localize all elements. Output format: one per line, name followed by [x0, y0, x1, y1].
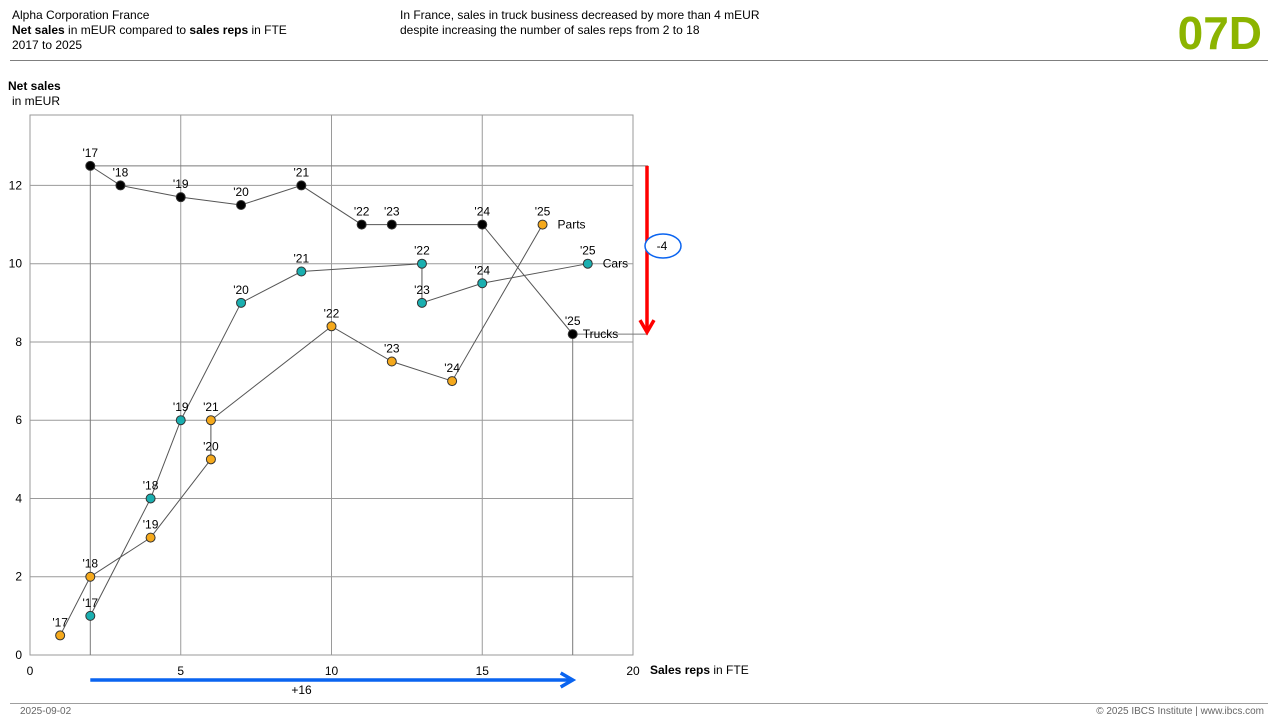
company-name: Alpha Corporation France — [12, 8, 150, 22]
trucks-series-label: Trucks — [583, 327, 619, 341]
x-tick-label: 15 — [476, 664, 490, 678]
parts-year-label: '18 — [82, 557, 98, 571]
cars-point — [582, 258, 593, 269]
parts-year-label: '19 — [143, 518, 159, 532]
page-code: 07D — [1177, 7, 1262, 59]
footer-date: 2025-09-02 — [20, 706, 72, 717]
cars-point — [296, 266, 307, 277]
parts-year-label: '25 — [535, 205, 551, 219]
trucks-point — [85, 160, 96, 171]
period: 2017 to 2025 — [12, 38, 83, 52]
chart-header: Alpha Corporation France Net sales in mE… — [12, 8, 287, 53]
y-tick-label: 4 — [15, 491, 22, 505]
trucks-year-label: '24 — [474, 205, 490, 219]
cars-year-label: '25 — [580, 244, 596, 258]
parts-point — [205, 415, 216, 426]
trucks-point — [115, 180, 126, 191]
cars-point — [85, 610, 96, 621]
x-axis-label-bold: Sales reps — [650, 663, 710, 677]
trucks-year-label: '23 — [384, 205, 400, 219]
x-tick-label: 5 — [177, 664, 184, 678]
cars-year-label: '24 — [474, 263, 490, 277]
x-axis-title: Sales reps in FTE — [650, 663, 749, 677]
trucks-point — [175, 192, 186, 203]
header-divider — [10, 60, 1268, 61]
trucks-point — [477, 219, 488, 230]
measure-line: Net sales in mEUR compared to sales reps… — [12, 23, 287, 38]
x-axis-unit: in FTE — [710, 663, 749, 677]
footer-divider — [10, 703, 1268, 704]
footer-copyright: © 2025 IBCS Institute | www.ibcs.com — [1096, 706, 1264, 717]
y-tick-label: 6 — [15, 413, 22, 427]
measure-bold: Net sales — [12, 23, 65, 37]
parts-line — [59, 224, 543, 636]
trucks-year-label: '22 — [354, 205, 370, 219]
y-tick-label: 8 — [15, 335, 22, 349]
parts-year-label: '23 — [384, 342, 400, 356]
y-tick-label: 12 — [9, 178, 23, 192]
trucks-point — [356, 219, 367, 230]
parts-year-label: '20 — [203, 439, 219, 453]
x-tick-label: 0 — [27, 664, 34, 678]
parts-series-label: Parts — [558, 218, 586, 232]
y-axis-title: Net sales in mEUR — [8, 79, 61, 109]
parts-year-label: '17 — [52, 615, 68, 629]
y-axis-unit: in mEUR — [12, 94, 61, 108]
x-tick-label: 20 — [626, 664, 640, 678]
parts-point — [447, 376, 458, 387]
parts-point — [326, 321, 337, 332]
compare-bold: sales reps — [189, 23, 249, 37]
cars-point — [416, 297, 427, 308]
y-tick-label: 0 — [15, 648, 22, 662]
trucks-year-label: '25 — [565, 314, 581, 328]
decrease-highlight-circle — [644, 233, 682, 259]
cars-year-label: '22 — [414, 244, 430, 258]
trucks-point — [567, 329, 578, 340]
cars-year-label: '18 — [143, 478, 159, 492]
y-axis-label-bold: Net sales — [8, 79, 61, 93]
y-tick-label: 2 — [15, 570, 22, 584]
cars-point — [236, 297, 247, 308]
cars-year-label: '19 — [173, 400, 189, 414]
cars-point — [477, 278, 488, 289]
cars-year-label: '17 — [82, 596, 98, 610]
decrease-label: -4 — [657, 239, 668, 253]
parts-point — [55, 630, 66, 641]
message-line-2: despite increasing the number of sales r… — [400, 23, 700, 37]
parts-year-label: '24 — [444, 361, 460, 375]
increase-arrow-head — [559, 671, 577, 689]
cars-series-label: Cars — [603, 257, 628, 271]
parts-year-label: '21 — [203, 400, 219, 414]
message: In France, sales in truck business decre… — [400, 8, 760, 38]
cars-year-label: '20 — [233, 283, 249, 297]
cars-point — [416, 258, 427, 269]
trucks-point — [386, 219, 397, 230]
cars-year-label: '21 — [294, 252, 310, 266]
trucks-year-label: '18 — [113, 165, 129, 179]
measure-rest: in mEUR compared to — [64, 23, 190, 37]
y-tick-label: 10 — [9, 257, 23, 271]
x-tick-label: 10 — [325, 664, 339, 678]
parts-point — [537, 219, 548, 230]
increase-label: +16 — [291, 683, 312, 697]
trucks-year-label: '21 — [294, 165, 310, 179]
trucks-point — [296, 180, 307, 191]
parts-point — [85, 571, 96, 582]
decrease-arrow-head — [638, 319, 656, 336]
compare-rest: in FTE — [248, 23, 287, 37]
cars-point — [145, 493, 156, 504]
cars-year-label: '23 — [414, 283, 430, 297]
message-line-1: In France, sales in truck business decre… — [400, 8, 760, 22]
trucks-year-label: '17 — [82, 146, 98, 160]
trucks-year-label: '19 — [173, 177, 189, 191]
parts-point — [205, 454, 216, 465]
parts-point — [386, 356, 397, 367]
trucks-point — [236, 200, 247, 210]
parts-point — [145, 532, 156, 543]
cars-point — [175, 415, 186, 426]
parts-year-label: '22 — [324, 306, 340, 320]
trucks-year-label: '20 — [233, 185, 249, 199]
